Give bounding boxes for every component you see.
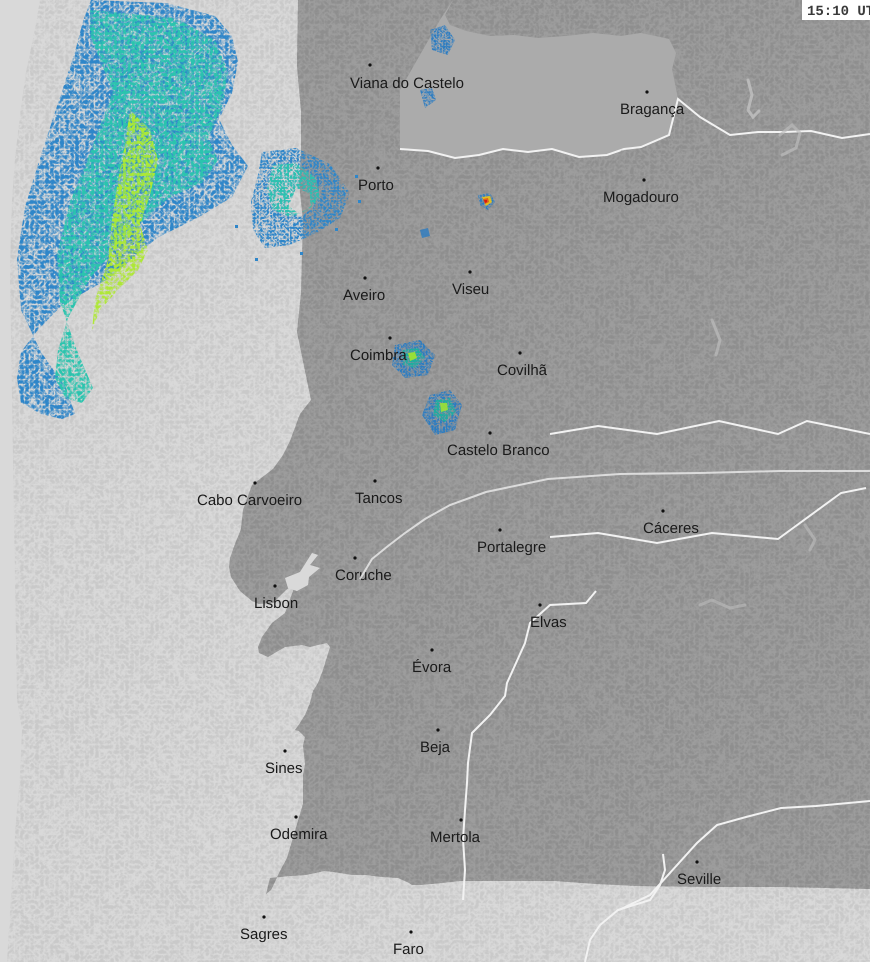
svg-text:Lisbon: Lisbon	[254, 595, 298, 612]
svg-text:Castelo Branco: Castelo Branco	[447, 442, 550, 459]
svg-text:Aveiro: Aveiro	[343, 287, 385, 304]
svg-text:Sagres: Sagres	[240, 926, 288, 943]
svg-text:Cabo Carvoeiro: Cabo Carvoeiro	[197, 492, 302, 509]
svg-text:Sines: Sines	[265, 760, 303, 777]
svg-text:Faro: Faro	[393, 941, 424, 958]
svg-text:Bragança: Bragança	[620, 101, 685, 118]
svg-text:Viseu: Viseu	[452, 281, 489, 298]
svg-text:Cáceres: Cáceres	[643, 520, 699, 537]
svg-text:Beja: Beja	[420, 739, 451, 756]
svg-text:Elvas: Elvas	[530, 614, 567, 631]
svg-text:Portalegre: Portalegre	[477, 539, 546, 556]
svg-text:Tancos: Tancos	[355, 490, 403, 507]
svg-text:Mogadouro: Mogadouro	[603, 189, 679, 206]
svg-text:Covilhã: Covilhã	[497, 362, 548, 379]
svg-text:Odemira: Odemira	[270, 826, 328, 843]
svg-text:Viana do Castelo: Viana do Castelo	[350, 75, 464, 92]
svg-text:Seville: Seville	[677, 871, 721, 888]
svg-text:Porto: Porto	[358, 177, 394, 194]
svg-text:15:10 UTC: 15:10 UTC	[807, 4, 870, 20]
svg-text:Mertola: Mertola	[430, 829, 481, 846]
svg-text:Coruche: Coruche	[335, 567, 392, 584]
svg-text:Évora: Évora	[412, 658, 452, 676]
svg-text:Coimbra: Coimbra	[350, 347, 407, 364]
